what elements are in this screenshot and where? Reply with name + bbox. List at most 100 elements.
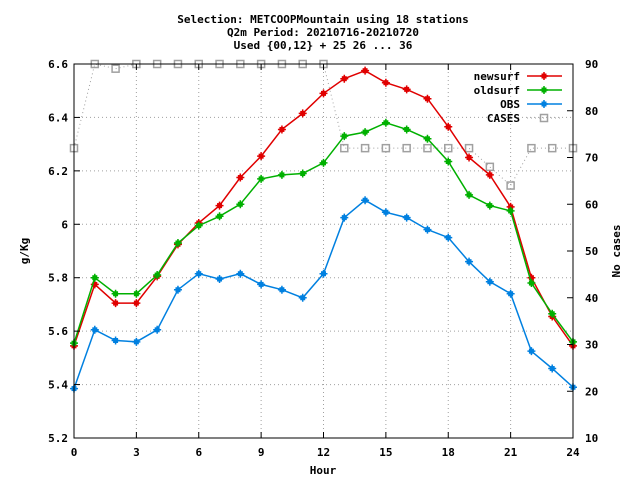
y2-tick-label: 80	[585, 105, 598, 118]
data-point-oldsurf-core	[133, 291, 139, 297]
y2-tick-label: 70	[585, 152, 598, 165]
data-point-obs-core	[133, 339, 139, 345]
y-tick-label: 5.2	[48, 432, 68, 445]
y2-axis-label: No cases	[610, 225, 623, 278]
data-point-cases	[527, 143, 536, 153]
y2-tick-label: 60	[585, 198, 598, 211]
data-point-oldsurf-core	[445, 159, 451, 165]
data-point-newsurf-core	[487, 172, 493, 178]
data-point-oldsurf-core	[383, 120, 389, 126]
data-point-newsurf-core	[404, 86, 410, 92]
legend-label: oldsurf	[474, 84, 520, 97]
data-point-newsurf-core	[528, 275, 534, 281]
y2-tick-label: 30	[585, 339, 598, 352]
legend-item-oldsurf: oldsurf	[474, 84, 562, 97]
data-point-obs-core	[487, 279, 493, 285]
data-point-oldsurf-core	[237, 201, 243, 207]
data-point-oldsurf-core	[217, 213, 223, 219]
legend-item-obs: OBS	[500, 98, 562, 111]
x-tick-label: 6	[195, 446, 202, 459]
plot-series	[69, 59, 578, 393]
y-tick-label: 6	[61, 218, 68, 231]
data-point-cases	[423, 143, 432, 153]
data-point-newsurf-core	[424, 96, 430, 102]
data-point-oldsurf-core	[196, 223, 202, 229]
data-point-obs-core	[279, 287, 285, 293]
data-point-cases	[111, 64, 120, 73]
data-point-newsurf-core	[279, 126, 285, 132]
data-point-oldsurf-core	[549, 311, 555, 317]
data-point-oldsurf-core	[279, 172, 285, 178]
x-tick-label: 0	[71, 446, 78, 459]
legend-label: newsurf	[474, 70, 520, 83]
data-point-newsurf-core	[445, 124, 451, 130]
data-point-obs-core	[175, 287, 181, 293]
data-point-obs-core	[92, 327, 98, 333]
data-point-oldsurf-core	[487, 203, 493, 209]
y-tick-label: 6.6	[48, 58, 68, 71]
data-point-obs-core	[341, 215, 347, 221]
legend-label: OBS	[500, 98, 520, 111]
data-point-obs-core	[466, 259, 472, 265]
chart-title: Selection: METCOOPMountain using 18 stat…	[177, 13, 468, 52]
legend-item-cases: CASES	[487, 112, 562, 125]
x-tick-label: 18	[442, 446, 455, 459]
data-point-obs-core	[258, 281, 264, 287]
data-point-newsurf-core	[341, 76, 347, 82]
data-point-newsurf-core	[217, 203, 223, 209]
y-tick-label: 5.8	[48, 272, 68, 285]
y-tick-label: 6.2	[48, 165, 68, 178]
y-axis-label: g/Kg	[18, 238, 31, 265]
data-point-obs-core	[154, 327, 160, 333]
series-oldsurf	[70, 118, 577, 348]
x-tick-label: 21	[504, 446, 518, 459]
x-tick-label: 3	[133, 446, 140, 459]
data-point-oldsurf-core	[508, 208, 514, 214]
data-point-newsurf-core	[383, 80, 389, 86]
data-point-newsurf-core	[321, 90, 326, 96]
data-point-cases	[340, 143, 349, 153]
legend-marker-core	[541, 101, 547, 107]
data-point-newsurf-core	[300, 110, 306, 116]
data-point-cases	[444, 143, 453, 153]
legend-label: CASES	[487, 112, 520, 125]
data-point-newsurf-core	[466, 155, 472, 160]
data-point-obs-core	[362, 197, 368, 203]
data-point-oldsurf-core	[113, 291, 119, 297]
data-point-oldsurf-core	[258, 176, 264, 182]
data-point-cases	[485, 162, 495, 172]
data-point-cases	[547, 143, 557, 153]
data-point-cases	[464, 143, 474, 153]
data-point-obs-core	[237, 271, 243, 277]
data-point-oldsurf-core	[528, 280, 534, 286]
chart-title-line-1: Selection: METCOOPMountain using 18 stat…	[177, 13, 468, 26]
data-point-newsurf-core	[362, 68, 368, 74]
data-point-newsurf-core	[92, 281, 98, 287]
data-point-oldsurf-core	[424, 136, 430, 142]
data-point-obs-core	[549, 366, 555, 372]
data-point-oldsurf-core	[362, 129, 368, 135]
data-point-obs-core	[528, 348, 534, 354]
y-axis-ticks: 5.2 5.4 5.6 5.8 6 6.2 6.4 6.6	[48, 58, 80, 445]
data-point-oldsurf-core	[321, 160, 326, 166]
data-point-obs-core	[217, 276, 223, 282]
chart-title-line-2: Q2m Period: 20210716-20210720	[227, 26, 419, 39]
legend-marker-core	[541, 87, 547, 93]
data-point-obs-core	[383, 209, 389, 215]
legend-item-newsurf: newsurf	[474, 70, 562, 83]
data-point-newsurf-core	[508, 204, 514, 210]
data-point-oldsurf-core	[341, 133, 347, 139]
x-tick-label: 12	[317, 446, 330, 459]
data-point-cases	[506, 181, 515, 190]
series-obs	[70, 196, 577, 393]
y-tick-label: 5.6	[48, 325, 68, 338]
data-point-oldsurf-core	[300, 171, 306, 177]
data-point-obs-core	[445, 235, 451, 241]
data-point-obs-core	[424, 227, 430, 233]
x-axis-ticks: 0 3 6 9 12 15 18 21 24	[71, 64, 580, 459]
x-tick-label: 24	[566, 446, 580, 459]
data-point-newsurf-core	[237, 175, 243, 181]
data-point-oldsurf-core	[466, 192, 472, 198]
y2-tick-label: 90	[585, 58, 598, 71]
